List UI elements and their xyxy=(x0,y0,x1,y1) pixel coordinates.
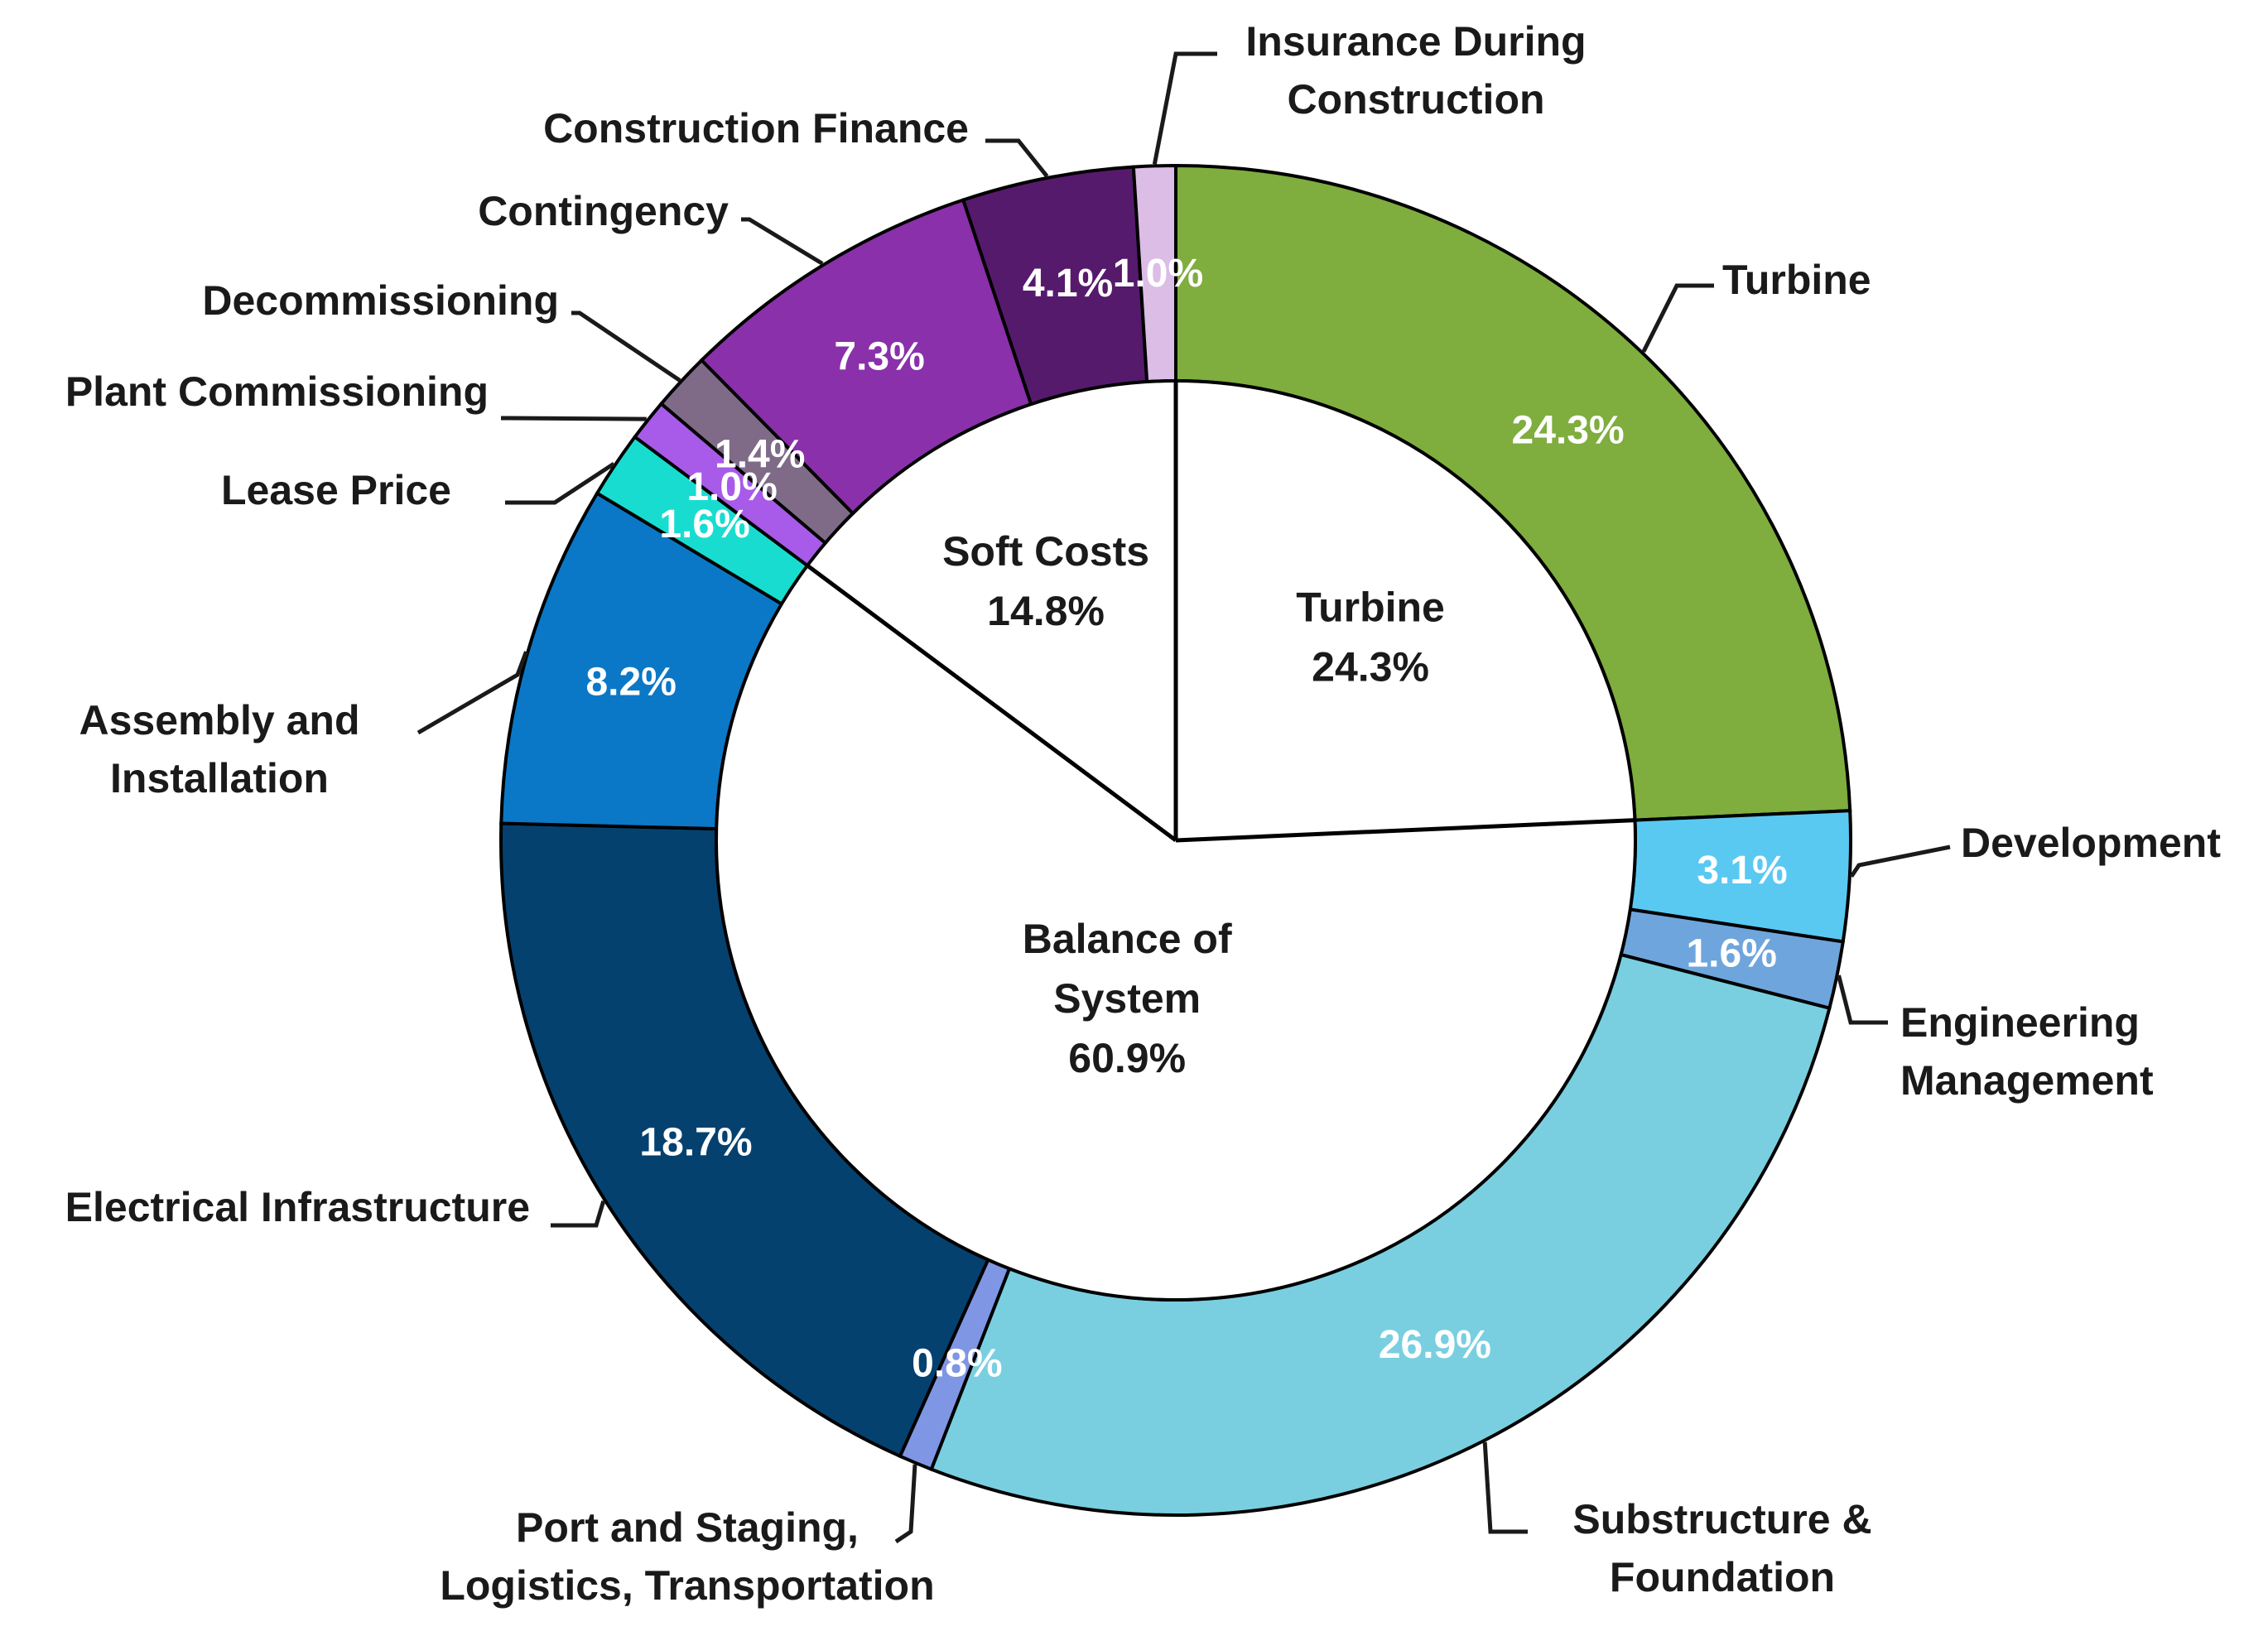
label-development: Development xyxy=(1961,820,2221,866)
label-development-line: Development xyxy=(1961,820,2221,866)
inner-label-balance-of-system-line: System xyxy=(1053,975,1201,1022)
label-engineering-management-line: Engineering xyxy=(1900,999,2140,1046)
label-substructure-foundation: Substructure & Foundation xyxy=(1572,1496,1871,1600)
inner-divider-balance-of-system xyxy=(1175,818,1635,843)
inner-label-balance-of-system-line: 60.9% xyxy=(1068,1035,1186,1081)
leader-insurance-during-construction xyxy=(1152,51,1217,165)
label-assembly-and-installation-line: Assembly and xyxy=(79,697,359,743)
pct-label-plant-commissioning: 1.0% xyxy=(686,465,777,509)
inner-label-soft-costs-line: 14.8% xyxy=(987,588,1105,634)
label-construction-finance-line: Construction Finance xyxy=(543,105,969,152)
label-engineering-management-line: Management xyxy=(1900,1057,2154,1104)
label-substructure-foundation-line: Foundation xyxy=(1610,1554,1835,1600)
label-decommissioning-line: Decommissioning xyxy=(202,277,559,324)
label-turbine: Turbine xyxy=(1722,257,1871,303)
label-insurance-during-construction: Insurance During Construction xyxy=(1245,18,1586,123)
leader-port-and-staging-logistics-transportation xyxy=(894,1464,917,1544)
label-contingency-line: Contingency xyxy=(478,188,729,234)
label-contingency: Contingency xyxy=(478,188,729,234)
leader-electrical-infrastructure xyxy=(551,1200,606,1228)
label-insurance-during-construction-line: Construction xyxy=(1287,76,1544,123)
pct-label-decommissioning: 1.4% xyxy=(715,433,805,477)
label-electrical-infrastructure: Electrical Infrastructure xyxy=(65,1184,530,1230)
pct-label-insurance-during-construction: 1.0% xyxy=(1113,252,1203,296)
label-plant-commissioning-line: Plant Commissioning xyxy=(65,368,489,415)
leader-substructure-foundation xyxy=(1482,1441,1528,1534)
leader-lines xyxy=(417,51,1951,1544)
pct-label-development: 3.1% xyxy=(1697,849,1787,893)
inner-label-balance-of-system-line: Balance of xyxy=(1023,916,1232,962)
label-assembly-and-installation-line: Installation xyxy=(110,755,329,801)
pct-label-lease-price: 1.6% xyxy=(659,503,749,546)
pct-label-port-and-staging-logistics-transportation: 0.8% xyxy=(912,1342,1002,1386)
inner-label-turbine-line: Turbine xyxy=(1296,584,1445,630)
leader-lease-price xyxy=(505,461,615,505)
label-decommissioning: Decommissioning xyxy=(202,277,559,324)
inner-label-turbine-line: 24.3% xyxy=(1312,643,1429,690)
pct-label-electrical-infrastructure: 18.7% xyxy=(639,1121,752,1165)
pct-label-engineering-management: 1.6% xyxy=(1686,931,1776,975)
leader-plant-commissioning xyxy=(501,416,647,421)
leader-development xyxy=(1849,844,1951,878)
label-electrical-infrastructure-line: Electrical Infrastructure xyxy=(65,1184,530,1230)
label-port-and-staging-logistics-transportation: Port and Staging, Logistics, Transportati… xyxy=(440,1504,934,1609)
leader-contingency xyxy=(741,217,824,266)
inner-label-soft-costs: Soft Costs 14.8% xyxy=(942,528,1149,634)
label-insurance-during-construction-line: Insurance During xyxy=(1245,18,1586,65)
inner-label-soft-costs-line: Soft Costs xyxy=(942,528,1149,575)
label-plant-commissioning: Plant Commissioning xyxy=(65,368,489,415)
pct-label-assembly-and-installation: 8.2% xyxy=(585,660,676,704)
inner-pie xyxy=(715,379,1637,1302)
label-lease-price-line: Lease Price xyxy=(221,467,451,513)
inner-divider-soft-costs xyxy=(806,564,1177,843)
leader-assembly-and-installation xyxy=(417,651,528,735)
leader-engineering-management xyxy=(1837,974,1888,1025)
pct-label-construction-finance: 4.1% xyxy=(1023,262,1113,306)
label-turbine-line: Turbine xyxy=(1722,257,1871,303)
leader-turbine xyxy=(1641,283,1714,353)
leader-decommissioning xyxy=(571,310,681,383)
inner-label-turbine: Turbine 24.3% xyxy=(1296,584,1445,690)
pct-label-turbine: 24.3% xyxy=(1512,409,1625,453)
leader-construction-finance xyxy=(985,138,1049,178)
label-engineering-management: Engineering Management xyxy=(1900,999,2154,1104)
labels: Turbine 24.3% Balance of System 60.9% Soft Co… xyxy=(65,18,2222,1609)
label-lease-price: Lease Price xyxy=(221,467,451,513)
label-assembly-and-installation: Assembly and Installation xyxy=(79,697,359,801)
label-construction-finance: Construction Finance xyxy=(543,105,969,152)
label-port-and-staging-logistics-transportation-line: Port and Staging, xyxy=(516,1504,859,1551)
pct-label-contingency: 7.3% xyxy=(834,334,924,378)
inner-label-balance-of-system: Balance of System 60.9% xyxy=(1023,916,1232,1081)
pct-label-substructure-foundation: 26.9% xyxy=(1379,1323,1491,1367)
label-port-and-staging-logistics-transportation-line: Logistics, Transportation xyxy=(440,1562,934,1609)
label-substructure-foundation-line: Substructure & xyxy=(1572,1496,1871,1542)
